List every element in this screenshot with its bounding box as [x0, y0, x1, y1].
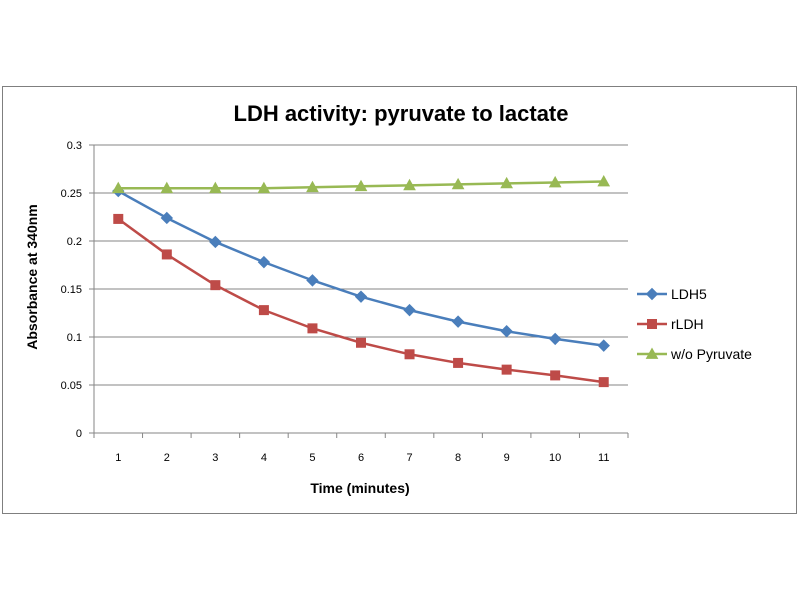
- y-tick-label: 0.3: [67, 140, 82, 152]
- legend-label-w-o-pyruvate: w/o Pyruvate: [670, 346, 752, 362]
- x-tick-label: 11: [598, 452, 609, 464]
- legend: LDH5 rLDH w/o Pyruvate: [637, 286, 752, 362]
- y-tick-label: 0.2: [67, 236, 82, 248]
- data-point-ldh5: [403, 303, 416, 317]
- chart-title: LDH activity: pyruvate to lactate: [234, 101, 569, 126]
- legend-label-rldh: rLDH: [671, 316, 704, 332]
- data-point-w-o-pyruvate: [354, 179, 368, 192]
- data-point-w-o-pyruvate: [548, 175, 562, 188]
- y-tick-label: 0.15: [61, 284, 82, 296]
- data-point-ldh5: [597, 339, 610, 352]
- data-point-w-o-pyruvate: [451, 177, 465, 190]
- chart-frame: LDH activity: pyruvate to lactate 0 0.05 0…: [2, 86, 797, 514]
- x-tick-label: 8: [455, 452, 461, 464]
- data-point-ldh5: [451, 315, 465, 328]
- x-tick-label: 4: [261, 452, 267, 464]
- x-tick-label: 5: [309, 452, 315, 464]
- line-chart: LDH activity: pyruvate to lactate 00.050…: [24, 101, 752, 496]
- x-tick-label: 3: [212, 452, 218, 464]
- legend-label-ldh5: LDH5: [671, 286, 707, 302]
- x-tick-label: 1: [115, 452, 121, 464]
- data-point-ldh5: [209, 235, 222, 249]
- data-point-ldh5: [548, 332, 562, 346]
- data-point-w-o-pyruvate: [403, 178, 416, 191]
- data-point-rldh: [356, 337, 366, 348]
- data-point-w-o-pyruvate: [597, 174, 611, 187]
- data-point-rldh: [550, 370, 561, 381]
- x-tick-label: 9: [504, 452, 510, 464]
- y-tick-label: 0: [76, 428, 82, 440]
- x-tick-label: 6: [358, 452, 364, 464]
- legend-marker-rldh: [647, 319, 657, 329]
- x-tick-label: 7: [406, 452, 412, 464]
- data-point-ldh5: [354, 290, 368, 303]
- data-point-rldh: [598, 377, 609, 388]
- legend-marker-ldh5: [645, 287, 659, 301]
- data-point-rldh: [307, 323, 318, 334]
- data-point-rldh: [258, 305, 269, 316]
- data-point-w-o-pyruvate: [257, 181, 271, 194]
- data-point-rldh: [404, 349, 415, 360]
- data-point-rldh: [501, 364, 512, 375]
- series-layer: [111, 174, 611, 388]
- x-tick-label: 2: [164, 452, 170, 464]
- data-point-w-o-pyruvate: [500, 176, 513, 189]
- x-tick-label: 10: [549, 452, 561, 464]
- data-point-w-o-pyruvate: [306, 180, 319, 193]
- y-tick-label: 0.25: [61, 188, 82, 200]
- data-point-w-o-pyruvate: [209, 181, 222, 194]
- data-point-ldh5: [160, 211, 174, 225]
- data-point-w-o-pyruvate: [160, 181, 174, 194]
- y-tick-label: 0.05: [61, 380, 82, 392]
- data-point-rldh: [161, 249, 172, 260]
- legend-marker-w-o-pyruvate: [645, 347, 659, 359]
- y-tick-label: 0.1: [67, 332, 82, 344]
- data-point-ldh5: [257, 255, 271, 269]
- data-point-rldh: [113, 213, 124, 224]
- axes: 0 0.05 0.1 0.15 0.2 0.25 0.3 1 2 3 4 5 6 7 8 9 10 11: [61, 140, 629, 464]
- data-point-ldh5: [306, 274, 319, 287]
- data-point-w-o-pyruvate: [111, 181, 125, 194]
- data-point-ldh5: [500, 325, 513, 338]
- data-point-rldh: [210, 280, 221, 291]
- gridlines: [94, 144, 628, 386]
- x-axis-title: Time (minutes): [310, 480, 409, 496]
- y-axis-title: Absorbance at 340nm: [24, 204, 40, 350]
- data-point-rldh: [453, 357, 464, 368]
